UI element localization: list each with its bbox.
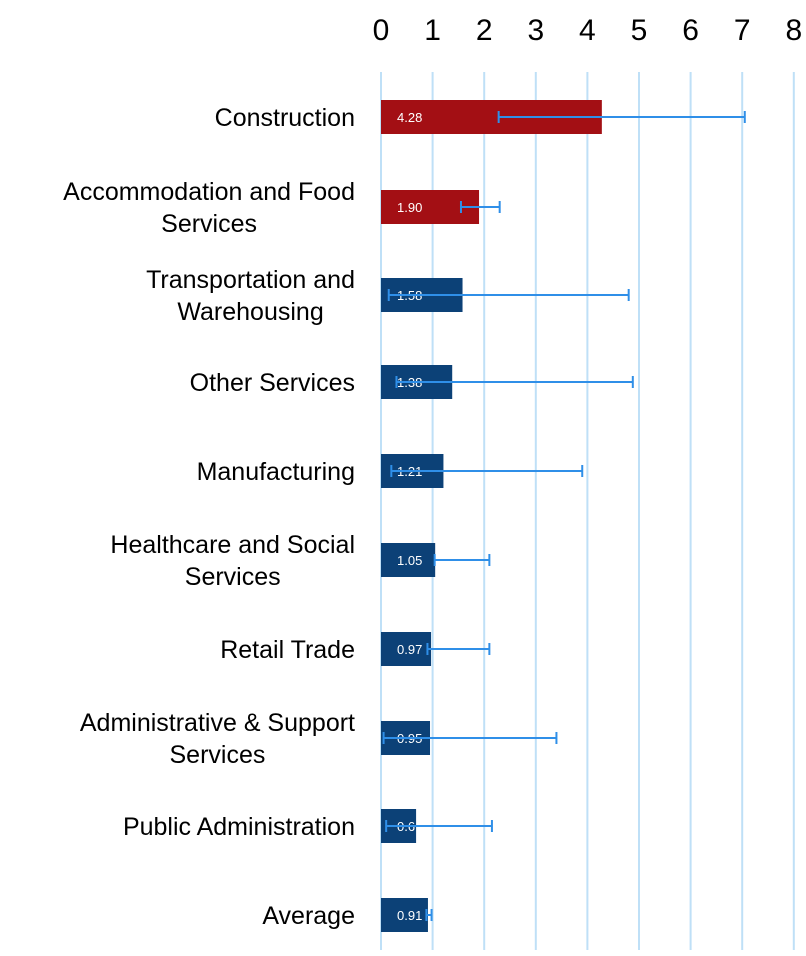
x-tick-label: 4 [579, 14, 596, 47]
x-tick-label: 0 [373, 14, 390, 47]
x-tick-label: 6 [682, 14, 699, 47]
category-label: Accommodation and Food Services [63, 178, 355, 238]
category-label: Construction [215, 104, 355, 132]
data-label: 0.91 [397, 908, 422, 923]
x-tick-label: 2 [476, 14, 493, 47]
x-tick-label: 3 [527, 14, 544, 47]
x-tick-label: 7 [734, 14, 751, 47]
category-label: Manufacturing [197, 458, 355, 486]
data-label: 1.90 [397, 200, 422, 215]
x-tick-label: 1 [424, 14, 441, 47]
bar [381, 543, 436, 577]
category-label: Average [262, 902, 355, 930]
data-label: 1.05 [397, 553, 422, 568]
category-label: Public Administration [123, 813, 355, 841]
category-label: Transportation and Warehousing [146, 266, 355, 326]
bars: 4.281.901.581.381.211.050.970.950.6··0.9… [381, 100, 602, 932]
x-axis-ticks: 0 1 2 3 4 5 6 7 8 [373, 14, 802, 47]
error-bars [382, 111, 746, 921]
category-label: Retail Trade [220, 636, 355, 664]
data-label: 0.97 [397, 642, 422, 657]
data-label: 4.28 [397, 110, 422, 125]
bar [381, 632, 432, 666]
bar [381, 898, 428, 932]
x-tick-label: 8 [785, 14, 802, 47]
x-tick-label: 5 [631, 14, 648, 47]
category-label: Other Services [190, 369, 355, 397]
category-labels: Construction Accommodation and Food Servic… [63, 104, 355, 930]
category-label: Healthcare and Social Services [110, 531, 355, 591]
category-label: Administrative & Support Services [80, 709, 355, 769]
